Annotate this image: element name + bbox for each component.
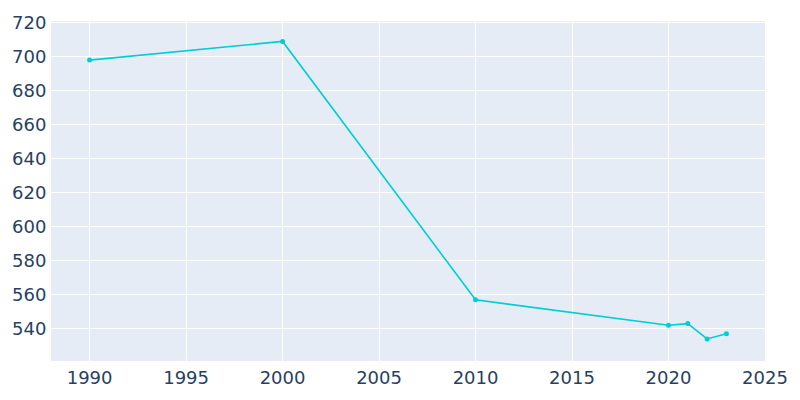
svg-text:2005: 2005 [356,367,402,388]
svg-text:620: 620 [12,182,46,203]
svg-text:2020: 2020 [646,367,692,388]
svg-text:600: 600 [12,216,46,237]
svg-text:660: 660 [12,114,46,135]
svg-text:580: 580 [12,250,46,271]
svg-text:560: 560 [12,284,46,305]
svg-text:700: 700 [12,46,46,67]
svg-text:1995: 1995 [163,367,209,388]
svg-text:1990: 1990 [67,367,113,388]
svg-text:640: 640 [12,148,46,169]
svg-text:540: 540 [12,318,46,339]
svg-text:2025: 2025 [742,367,788,388]
svg-text:2000: 2000 [260,367,306,388]
svg-text:2010: 2010 [453,367,499,388]
svg-text:720: 720 [12,12,46,33]
svg-text:680: 680 [12,80,46,101]
svg-text:2015: 2015 [549,367,595,388]
